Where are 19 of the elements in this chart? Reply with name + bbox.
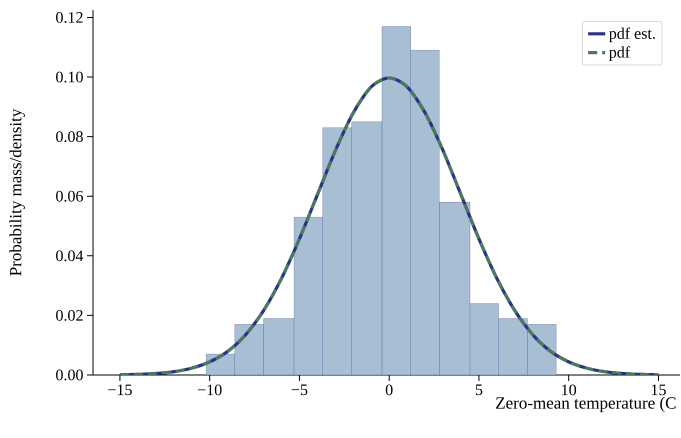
y-tick-label: 0.04 [56, 250, 84, 262]
x-axis-title: Zero-mean temperature (C [496, 396, 676, 412]
y-tick-label: 0.10 [56, 72, 83, 82]
y-axis-title: Probability mass/density [9, 108, 25, 276]
line-series [118, 76, 660, 375]
y-tick-label: 0.00 [56, 370, 83, 380]
x-tick-label: 0 [386, 384, 393, 396]
y-tick-label: 0.02 [56, 310, 83, 321]
legend-label: pdf [609, 46, 630, 61]
legend-label: pdf est. [609, 27, 655, 42]
y-tick-label: 0.12 [56, 12, 83, 23]
y-tick-label: 0.08 [56, 131, 83, 142]
x-tick-label: −10 [198, 384, 222, 396]
x-tick-label: −15 [108, 384, 132, 396]
x-tick-label: 15 [652, 384, 666, 396]
x-tick-label: 5 [476, 384, 482, 396]
x-tick-label: −5 [292, 384, 308, 396]
y-tick-label: 0.06 [56, 190, 83, 202]
x-tick-label: 10 [562, 384, 576, 396]
